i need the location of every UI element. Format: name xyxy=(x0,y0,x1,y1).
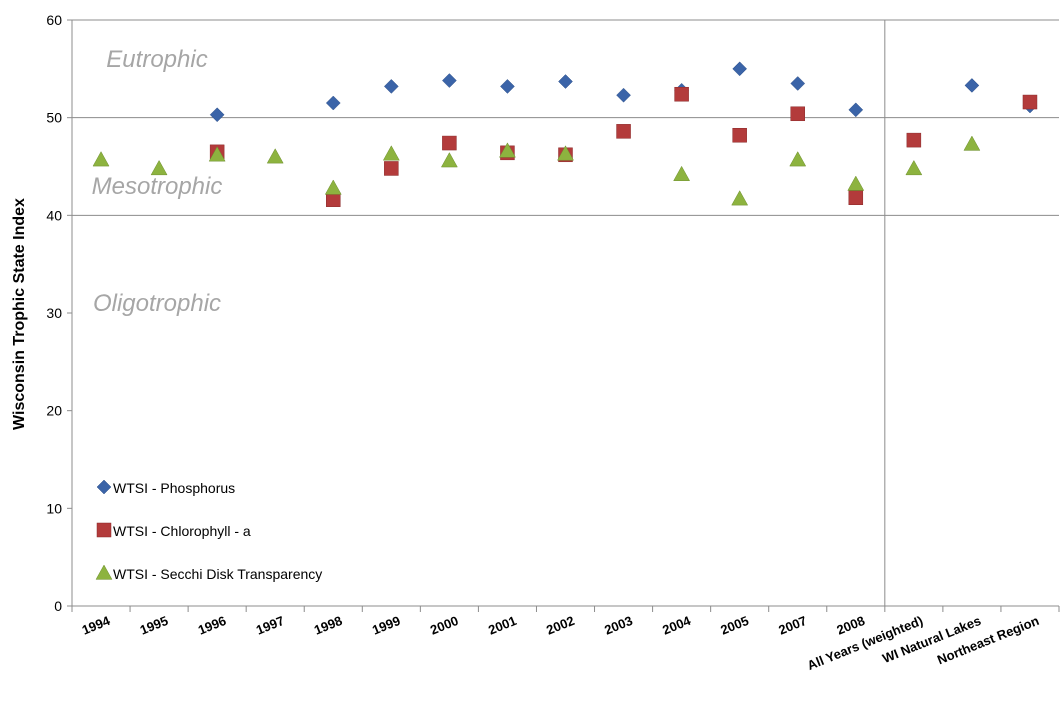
data-point-triangle xyxy=(150,159,168,176)
x-tick-label: 2004 xyxy=(660,613,693,638)
data-point-diamond xyxy=(209,107,225,123)
data-point-diamond xyxy=(500,79,515,94)
x-tick-label: 2000 xyxy=(428,613,460,638)
data-point-square xyxy=(790,106,805,122)
data-point-diamond xyxy=(848,102,864,118)
y-tick-label: 20 xyxy=(46,403,62,419)
x-tick-label: 1997 xyxy=(254,613,286,638)
data-point-triangle xyxy=(499,142,516,158)
x-tick-label: 1998 xyxy=(312,613,344,638)
legend-marker-square xyxy=(96,522,112,538)
legend-marker-triangle xyxy=(95,564,113,580)
mark-layer xyxy=(92,61,1038,207)
legend-label: WTSI - Secchi Disk Transparency xyxy=(113,566,322,582)
data-point-diamond xyxy=(383,79,399,94)
x-tick-label: 1995 xyxy=(138,613,170,638)
data-point-square xyxy=(1022,94,1038,110)
x-tick-label: 2003 xyxy=(602,613,634,638)
data-point-diamond xyxy=(790,76,806,91)
data-point-triangle xyxy=(382,145,400,161)
legend-label: WTSI - Chlorophyll - a xyxy=(113,523,251,539)
x-tick-label: 2002 xyxy=(544,613,576,638)
zone-label-mesotrophic: Mesotrophic xyxy=(92,173,223,200)
data-point-triangle xyxy=(208,146,226,162)
data-point-diamond xyxy=(732,61,748,77)
y-tick-label: 0 xyxy=(54,598,62,614)
data-point-diamond xyxy=(442,73,457,88)
data-point-square xyxy=(384,161,399,176)
data-point-square xyxy=(906,132,922,148)
data-point-triangle xyxy=(789,151,807,167)
y-tick-label: 10 xyxy=(46,500,62,516)
data-point-triangle xyxy=(557,145,574,161)
data-point-triangle xyxy=(963,135,981,151)
x-tick-label: 2001 xyxy=(486,613,518,638)
x-tick-label: 2007 xyxy=(776,613,808,638)
legend: WTSI - Phosphorus WTSI - Chlorophyll - a W… xyxy=(95,479,322,582)
x-tick-label: 2005 xyxy=(718,613,750,638)
x-tick-label: 1999 xyxy=(370,613,402,638)
data-point-triangle xyxy=(673,165,691,181)
x-tick-label: 1996 xyxy=(196,613,228,638)
data-point-square xyxy=(616,124,631,139)
data-point-triangle xyxy=(731,190,749,206)
y-tick-label: 40 xyxy=(46,207,62,223)
data-point-square xyxy=(848,190,864,206)
zone-layer: Eutrophic Mesotrophic Oligotrophic xyxy=(92,46,223,317)
data-point-square xyxy=(442,135,457,151)
zone-label-oligotrophic: Oligotrophic xyxy=(93,290,221,317)
legend-marker-diamond xyxy=(96,479,112,495)
x-tick-label: 2008 xyxy=(834,613,866,638)
data-point-square xyxy=(674,86,689,102)
data-point-triangle xyxy=(905,159,923,176)
y-tick-label: 50 xyxy=(46,110,62,126)
data-point-triangle xyxy=(324,179,342,195)
data-point-square xyxy=(326,192,341,207)
data-point-diamond xyxy=(325,95,341,111)
x-tick-label: 1994 xyxy=(80,613,113,638)
data-point-triangle xyxy=(92,151,110,167)
grid-layer xyxy=(72,19,1059,606)
data-point-triangle xyxy=(266,148,284,164)
data-point-diamond xyxy=(964,78,980,93)
y-tick-label: 30 xyxy=(46,305,62,321)
zone-label-eutrophic: Eutrophic xyxy=(106,46,207,73)
y-axis-title: Wisconsin Trophic State Index xyxy=(11,198,28,430)
data-point-diamond xyxy=(616,87,631,103)
data-point-diamond xyxy=(558,74,573,89)
data-point-triangle xyxy=(440,152,458,168)
y-tick-label: 60 xyxy=(46,12,62,28)
data-point-square xyxy=(732,127,747,143)
x-tick-label: Northeast Region xyxy=(935,613,1041,668)
data-point-triangle xyxy=(847,175,865,191)
legend-label: WTSI - Phosphorus xyxy=(113,480,235,496)
